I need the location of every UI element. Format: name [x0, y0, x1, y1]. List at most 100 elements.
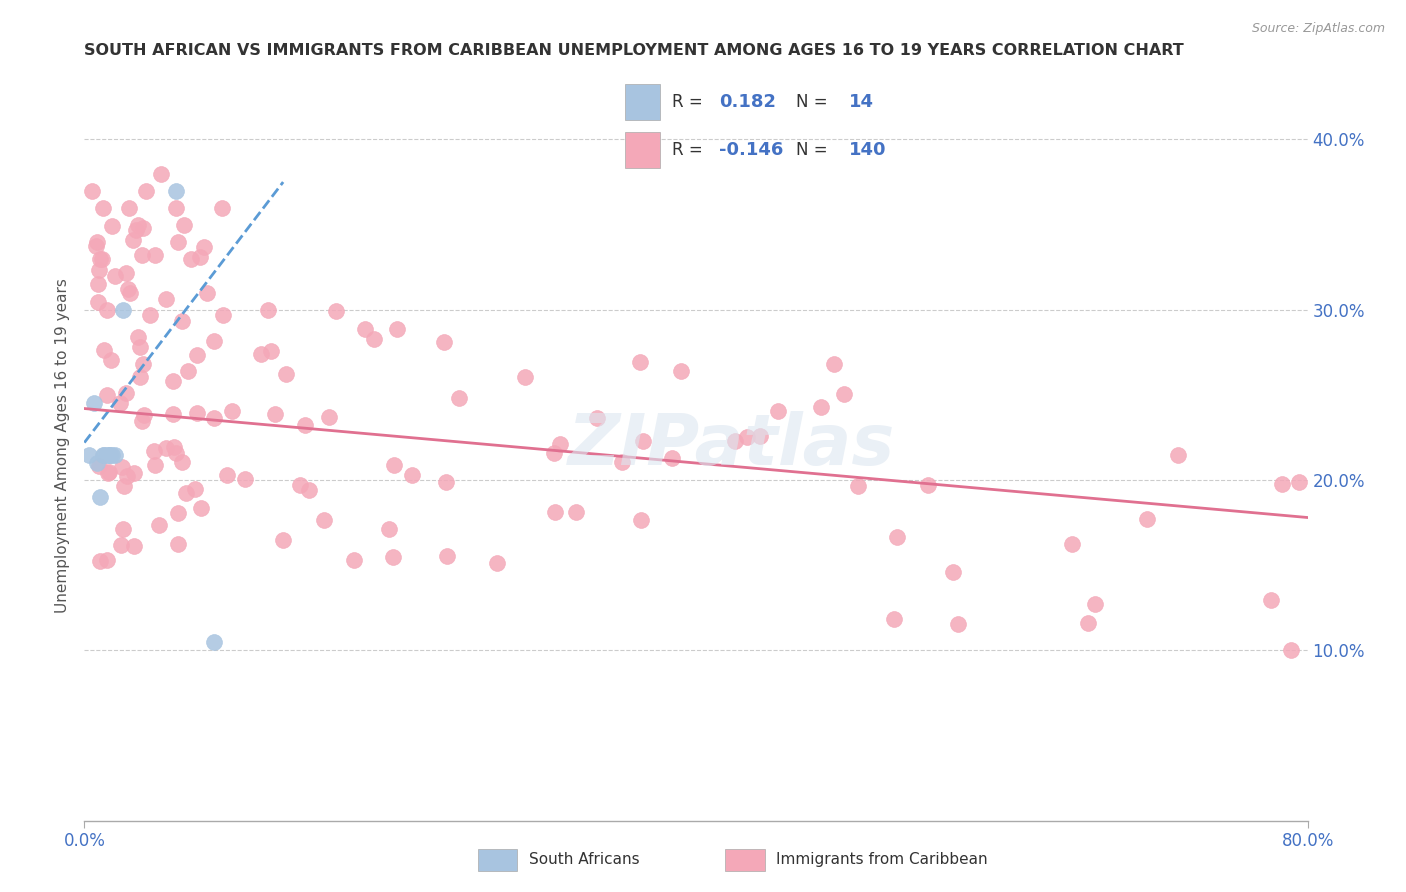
Text: R =: R = [672, 93, 707, 111]
Point [93, 448, 115, 462]
Point [166, 235, 188, 249]
Point [115, 266, 138, 280]
Point [108, 396, 131, 410]
Point [942, 565, 965, 579]
Point [810, 400, 832, 414]
Text: Immigrants from Caribbean: Immigrants from Caribbean [776, 853, 988, 867]
Point [318, 409, 340, 424]
Point [135, 184, 157, 198]
Point [101, 448, 124, 462]
Bar [725, 848, 765, 871]
Point [96, 553, 118, 567]
Point [217, 467, 239, 482]
Point [550, 436, 572, 450]
Point [132, 220, 155, 235]
Point [202, 410, 225, 425]
Point [195, 285, 218, 300]
Text: ZIPatlas: ZIPatlas [568, 411, 894, 481]
Point [544, 505, 567, 519]
Point [165, 184, 187, 198]
Point [148, 518, 170, 533]
Point [98, 466, 121, 480]
Point [846, 479, 869, 493]
Point [294, 417, 316, 432]
Point [343, 553, 366, 567]
Point [917, 478, 939, 492]
Point [114, 386, 136, 401]
Point [273, 533, 295, 547]
Text: R =: R = [672, 141, 707, 159]
Point [264, 408, 287, 422]
Point [1260, 592, 1282, 607]
Point [80, 184, 103, 198]
Point [436, 549, 458, 564]
Text: Source: ZipAtlas.com: Source: ZipAtlas.com [1251, 22, 1385, 36]
Point [132, 408, 155, 422]
Point [96, 302, 118, 317]
Point [288, 478, 311, 492]
Point [93, 343, 115, 358]
Point [186, 347, 208, 361]
Point [382, 550, 405, 565]
Point [87, 295, 110, 310]
Point [193, 239, 215, 253]
Text: South Africans: South Africans [529, 853, 640, 867]
Point [183, 482, 205, 496]
Point [96, 448, 118, 462]
Point [188, 250, 211, 264]
Point [173, 218, 195, 232]
Point [823, 357, 845, 371]
Text: 140: 140 [849, 141, 886, 159]
Point [86, 277, 108, 291]
Point [176, 486, 198, 500]
Point [768, 404, 790, 418]
Point [724, 434, 747, 448]
Point [162, 407, 184, 421]
Point [91, 201, 114, 215]
Bar [478, 848, 517, 871]
Point [112, 522, 135, 536]
Point [98, 448, 121, 462]
Point [165, 446, 187, 460]
Point [401, 467, 423, 482]
Point [165, 201, 187, 215]
Point [586, 410, 609, 425]
Point [886, 530, 908, 544]
Point [163, 440, 186, 454]
Point [233, 472, 256, 486]
Point [387, 322, 409, 336]
Point [202, 635, 225, 649]
Point [112, 479, 135, 493]
Point [447, 392, 470, 406]
Point [162, 374, 184, 388]
Y-axis label: Unemployment Among Ages 16 to 19 years: Unemployment Among Ages 16 to 19 years [55, 278, 70, 614]
Point [190, 500, 212, 515]
Point [186, 406, 208, 420]
Point [177, 364, 200, 378]
Point [143, 444, 166, 458]
Point [83, 396, 105, 410]
Point [149, 167, 172, 181]
Point [630, 513, 652, 527]
Point [671, 363, 693, 377]
Point [131, 248, 153, 262]
Point [117, 283, 139, 297]
Bar [624, 132, 659, 168]
Point [565, 505, 588, 519]
Point [486, 557, 509, 571]
Point [834, 386, 856, 401]
Point [748, 429, 770, 443]
Point [297, 483, 319, 497]
Point [628, 355, 651, 369]
Point [121, 233, 143, 247]
Text: N =: N = [796, 141, 832, 159]
Point [167, 537, 190, 551]
Point [513, 370, 536, 384]
Point [86, 235, 108, 249]
Point [543, 445, 565, 459]
Point [1279, 643, 1302, 657]
Point [314, 513, 336, 527]
Point [91, 252, 114, 266]
Point [1062, 537, 1084, 551]
Point [89, 263, 111, 277]
